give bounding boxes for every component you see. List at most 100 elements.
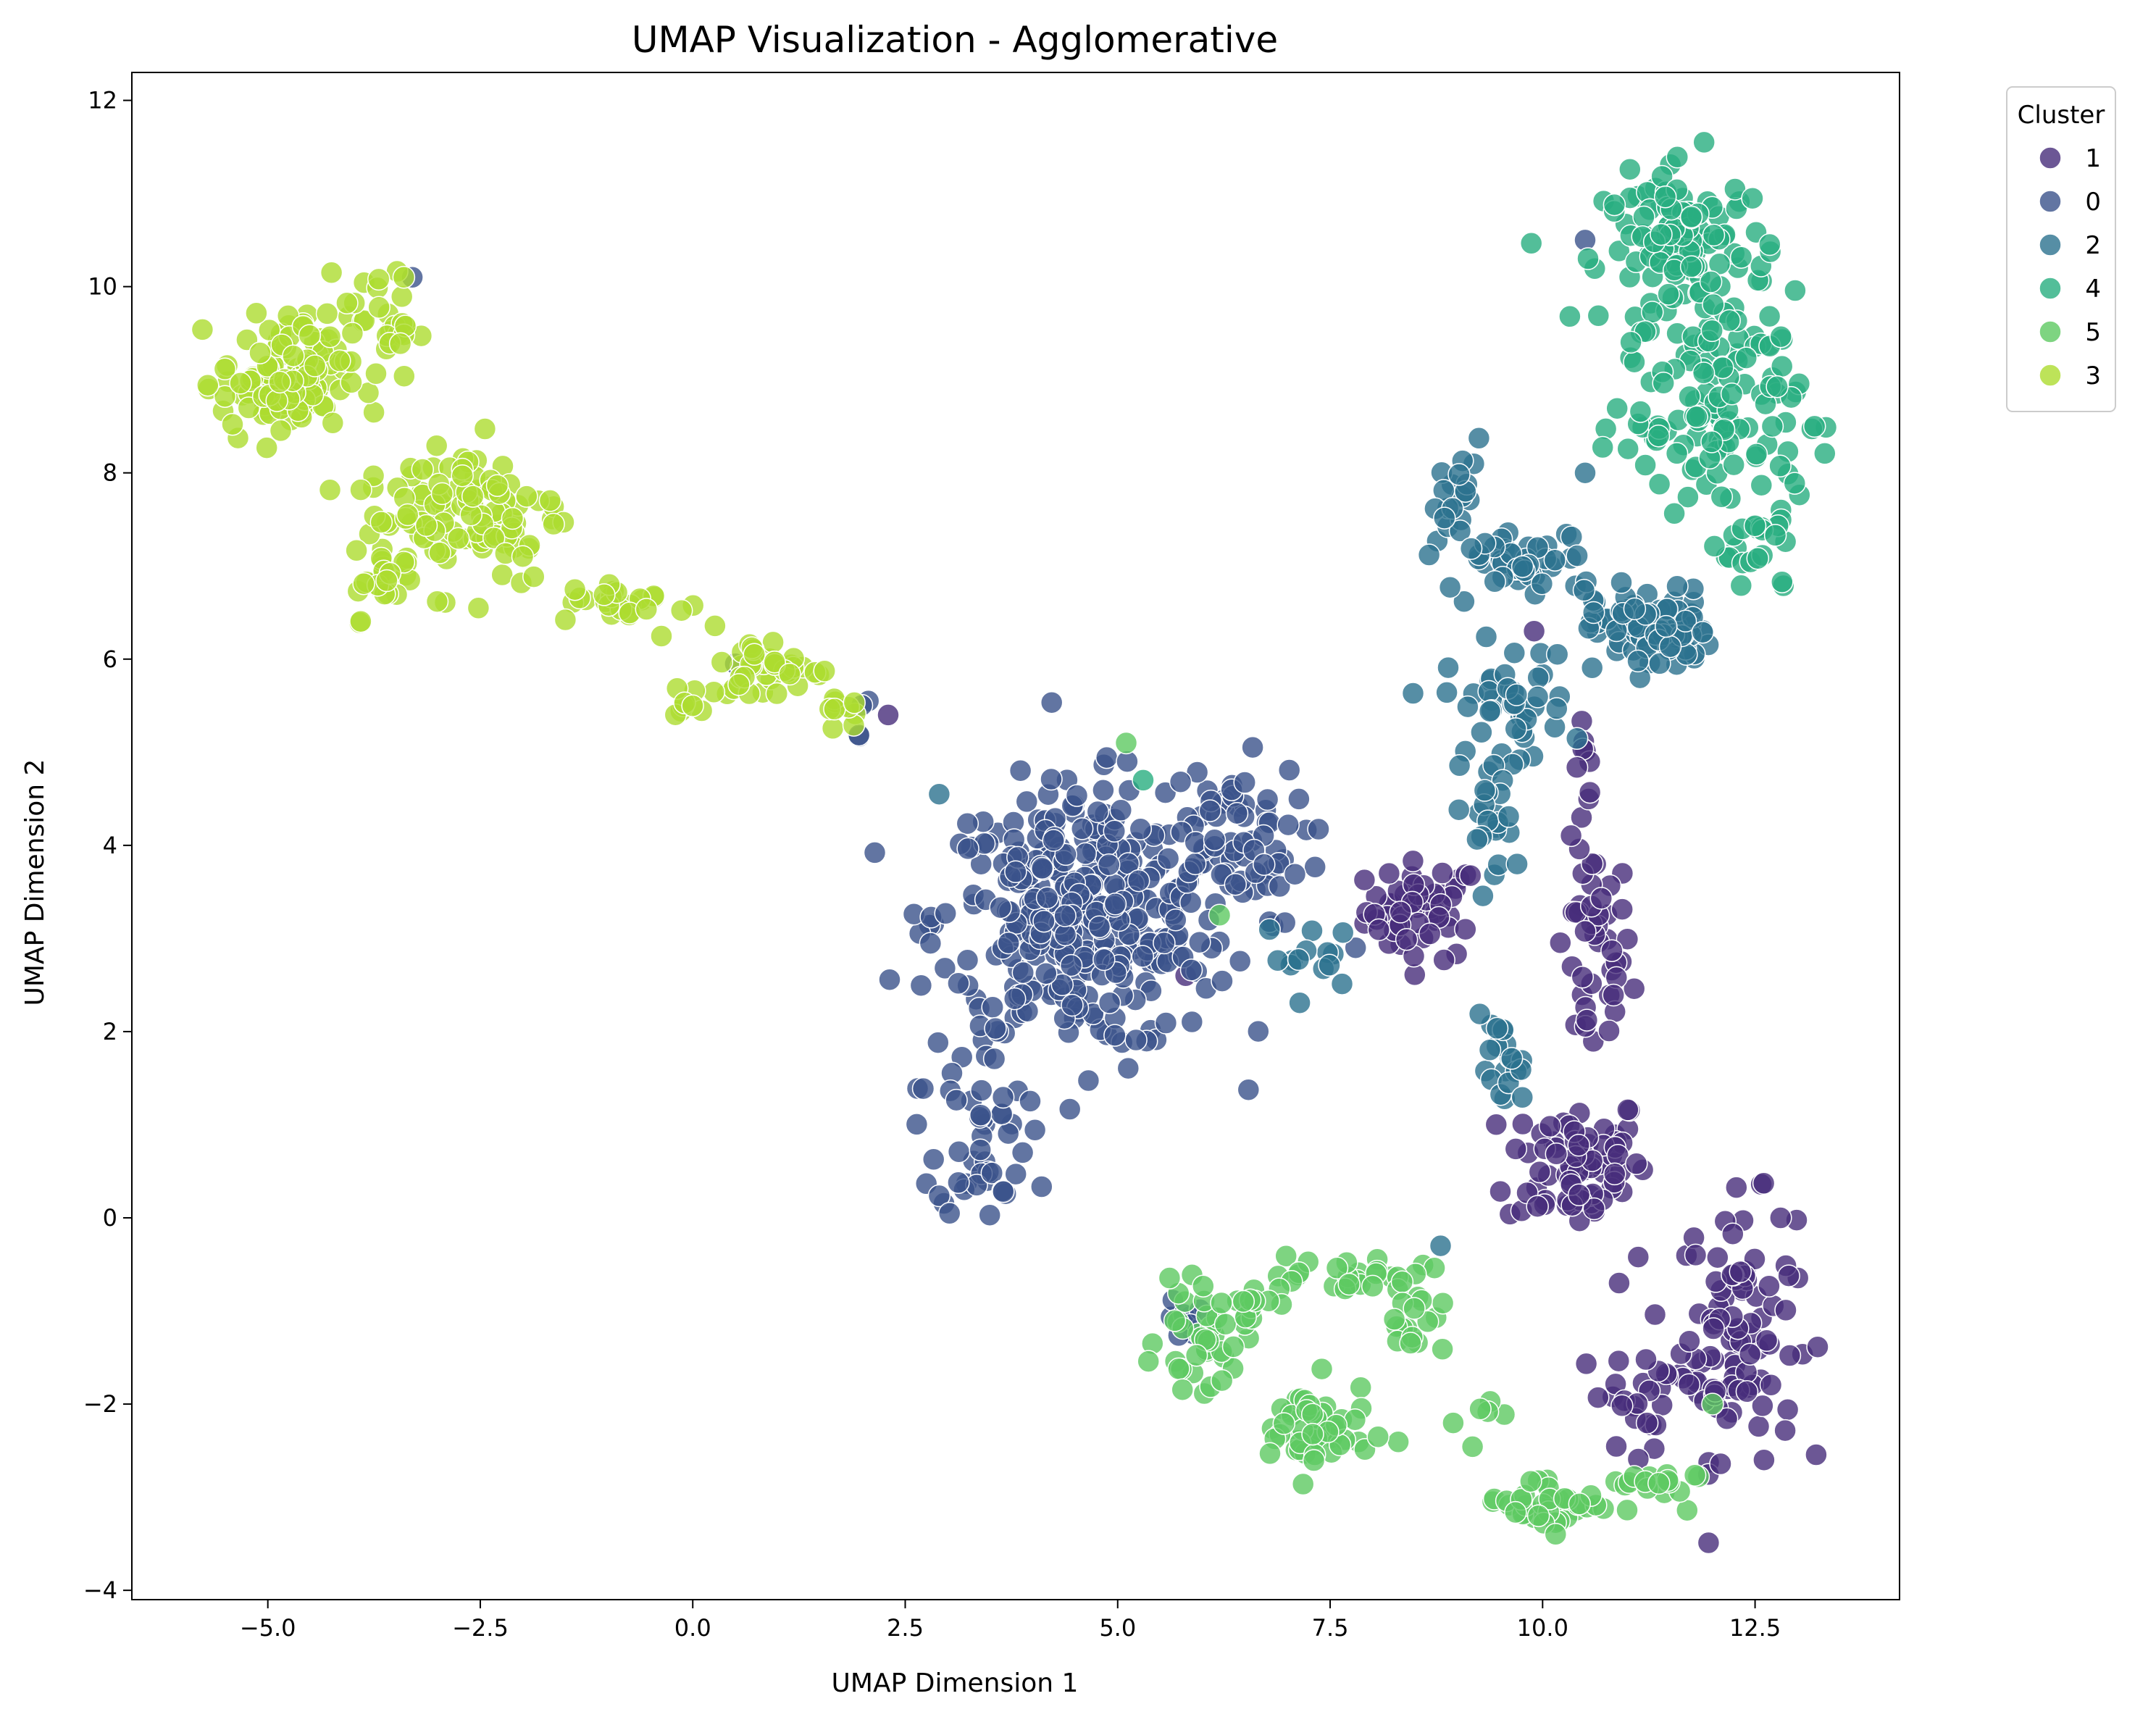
scatter-point-cluster-2: [1438, 575, 1462, 599]
scatter-point-cluster-4: [1605, 396, 1629, 420]
scatter-point-cluster-2: [1470, 721, 1493, 744]
scatter-point-cluster-5: [1366, 1425, 1390, 1448]
scatter-point-cluster-2: [1456, 695, 1479, 719]
y-tick-label: 12: [88, 87, 117, 114]
scatter-point-cluster-0: [922, 1148, 945, 1171]
scatter-point-cluster-3: [428, 541, 451, 564]
scatter-point-cluster-0: [970, 1079, 993, 1102]
legend-marker-1: [2039, 146, 2062, 170]
scatter-point-cluster-5: [1302, 1449, 1326, 1472]
scatter-point-cluster-0: [1184, 830, 1207, 854]
x-tick-label: −5.0: [240, 1614, 296, 1642]
scatter-point-cluster-3: [765, 682, 789, 706]
scatter-point-cluster-2: [1258, 918, 1281, 941]
scatter-point-cluster-3: [414, 514, 438, 538]
scatter-point-cluster-0: [1103, 893, 1127, 916]
scatter-point-cluster-2: [1437, 656, 1460, 680]
scatter-point-cluster-3: [367, 267, 390, 291]
scatter-point-cluster-1: [1773, 1419, 1797, 1442]
scatter-point-cluster-1: [1805, 1443, 1828, 1466]
scatter-point-cluster-5: [1163, 1309, 1187, 1332]
scatter-point-cluster-3: [245, 301, 268, 325]
scatter-point-cluster-2: [1401, 682, 1425, 705]
scatter-point-cluster-2: [1448, 519, 1472, 543]
scatter-point-cluster-0: [1198, 799, 1222, 822]
legend-label-1: 1: [2085, 144, 2101, 173]
scatter-point-cluster-5: [1403, 1297, 1426, 1320]
scatter-point-cluster-0: [1203, 828, 1227, 851]
scatter-point-cluster-4: [1729, 246, 1753, 269]
scatter-point-cluster-1: [1643, 1303, 1667, 1327]
scatter-point-cluster-4: [1702, 223, 1726, 247]
scatter-point-cluster-1: [1751, 1394, 1774, 1418]
scatter-point-cluster-1: [1697, 1531, 1721, 1555]
scatter-point-cluster-4: [1746, 547, 1770, 570]
scatter-point-cluster-3: [763, 651, 786, 674]
scatter-point-cluster-2: [1545, 643, 1569, 666]
scatter-point-cluster-0: [1015, 790, 1039, 814]
scatter-point-cluster-0: [934, 902, 957, 925]
scatter-point-cluster-4: [1679, 255, 1703, 278]
scatter-point-cluster-2: [1266, 949, 1290, 972]
scatter-point-cluster-2: [1574, 461, 1597, 485]
scatter-point-cluster-3: [321, 412, 345, 435]
scatter-point-cluster-3: [315, 302, 339, 325]
scatter-point-cluster-4: [1587, 304, 1610, 327]
x-tick-label: 7.5: [1312, 1614, 1349, 1642]
scatter-point-cluster-3: [298, 324, 322, 347]
scatter-point-cluster-0: [1004, 860, 1027, 884]
scatter-point-cluster-0: [1277, 759, 1301, 782]
scatter-point-cluster-0: [1156, 847, 1180, 870]
scatter-point-cluster-0: [956, 812, 979, 835]
scatter-point-cluster-5: [1461, 1435, 1484, 1458]
y-tick-label: 10: [88, 273, 117, 301]
scatter-point-cluster-0: [1058, 1098, 1082, 1121]
scatter-point-cluster-5: [1158, 1266, 1182, 1290]
scatter-point-cluster-2: [1504, 717, 1527, 740]
scatter-point-cluster-0: [1030, 1175, 1053, 1198]
scatter-point-cluster-2: [1474, 625, 1498, 648]
scatter-point-cluster-1: [1549, 931, 1572, 955]
scatter-point-cluster-0: [909, 974, 933, 997]
scatter-point-cluster-4: [1591, 435, 1614, 459]
scatter-point-cluster-1: [1702, 1317, 1725, 1340]
scatter-point-cluster-3: [269, 419, 293, 443]
scatter-point-cluster-0: [933, 956, 957, 980]
scatter-point-cluster-0: [1023, 1119, 1047, 1142]
scatter-point-cluster-0: [1087, 915, 1111, 938]
scatter-point-cluster-2: [1565, 727, 1589, 751]
scatter-point-cluster-0: [947, 1171, 970, 1195]
scatter-point-cluster-0: [1129, 817, 1153, 841]
scatter-point-cluster-3: [367, 296, 390, 319]
scatter-point-cluster-0: [1019, 1090, 1042, 1113]
scatter-point-cluster-0: [1179, 958, 1203, 982]
scatter-point-cluster-1: [1642, 1437, 1666, 1461]
scatter-point-cluster-4: [1623, 350, 1646, 374]
scatter-point-cluster-3: [362, 401, 385, 424]
scatter-point-cluster-2: [1545, 697, 1568, 720]
scatter-point-cluster-0: [1008, 759, 1032, 782]
scatter-point-cluster-5: [1387, 1430, 1410, 1454]
scatter-point-cluster-3: [467, 596, 490, 620]
scatter-point-cluster-1: [1777, 1264, 1800, 1287]
scatter-point-cluster-5: [1291, 1472, 1315, 1496]
scatter-point-cluster-1: [1538, 1114, 1562, 1138]
scatter-point-cluster-0: [1103, 1024, 1127, 1047]
scatter-point-cluster-1: [1575, 1008, 1599, 1032]
scatter-point-cluster-0: [1277, 813, 1300, 837]
scatter-point-cluster-0: [905, 1113, 929, 1136]
scatter-point-cluster-3: [451, 464, 474, 488]
scatter-point-cluster-4: [1647, 472, 1671, 496]
scatter-point-cluster-4: [1632, 205, 1655, 229]
scatter-point-cluster-0: [956, 837, 979, 861]
scatter-point-cluster-4: [1685, 405, 1708, 429]
scatter-point-cluster-1: [1377, 861, 1401, 885]
y-axis-label: UMAP Dimension 2: [20, 759, 50, 1006]
scatter-point-cluster-5: [1258, 1442, 1282, 1466]
scatter-point-cluster-1: [1580, 852, 1604, 875]
scatter-point-cluster-5: [1208, 903, 1232, 927]
scatter-point-cluster-4: [1710, 485, 1734, 509]
scatter-point-cluster-3: [349, 478, 372, 501]
scatter-point-cluster-3: [335, 291, 359, 315]
